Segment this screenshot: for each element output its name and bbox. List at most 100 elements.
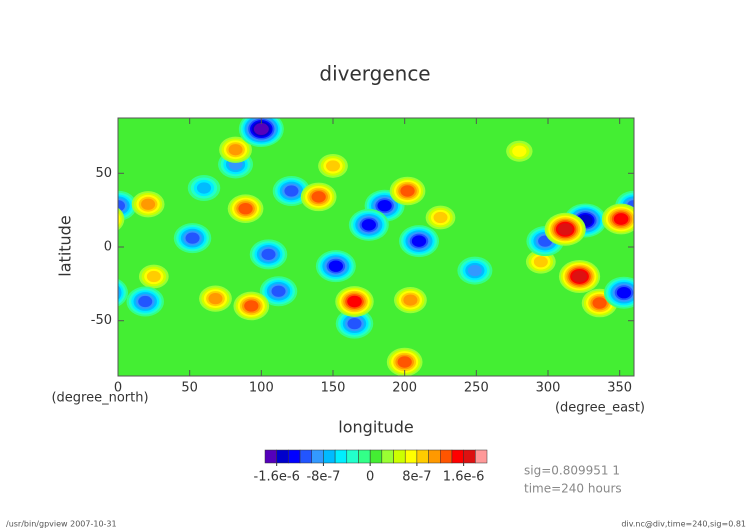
contour-region	[645, 288, 678, 314]
y-units: (degree_north)	[51, 391, 148, 406]
contour-region	[702, 233, 716, 244]
contour-region	[694, 227, 722, 250]
contour-region	[118, 209, 123, 229]
footer-left: /usr/bin/gpview 2007-10-31	[6, 520, 117, 529]
contour-region	[742, 157, 752, 172]
x-tick-label: 300	[536, 381, 561, 396]
colorbar-tick-label: 8e-7	[402, 470, 431, 485]
contour-region	[68, 290, 99, 315]
contour-region	[98, 213, 113, 225]
contour-region	[94, 210, 117, 228]
contour-region	[141, 198, 156, 210]
contour-region	[650, 193, 678, 216]
contour-region	[377, 200, 392, 212]
y-tick-label: 0	[104, 240, 112, 255]
contour-region	[72, 294, 95, 312]
contour-region	[101, 287, 115, 298]
colorbar-tick-label: -8e-7	[306, 470, 340, 485]
contour-region	[713, 182, 727, 193]
colorbar-bin	[428, 449, 441, 464]
info-line: time=240 hours	[524, 482, 622, 496]
contour-region	[400, 185, 415, 197]
x-tick-label: 50	[181, 381, 198, 396]
contour-region	[15, 230, 43, 253]
contour-region	[722, 291, 741, 306]
contour-region	[715, 285, 748, 311]
contour-region	[76, 297, 90, 308]
info-line: sig=0.809951 1	[524, 464, 620, 478]
y-tick-label: 50	[95, 166, 112, 181]
contour-region	[663, 271, 677, 282]
plot-area	[0, 118, 752, 376]
contour-region	[99, 285, 118, 300]
contour-region	[748, 198, 752, 220]
contour-region	[238, 202, 253, 215]
colorbar-bin	[393, 449, 406, 464]
contour-region	[22, 235, 36, 246]
colorbar-bin	[475, 449, 488, 464]
colorbar-tick-label: -1.6e-6	[254, 470, 300, 485]
contour-region	[572, 270, 588, 283]
contour-region	[261, 248, 276, 260]
contour-region	[20, 234, 39, 249]
chart-title: divergence	[319, 62, 430, 86]
contour-region	[403, 294, 418, 306]
contour-region	[690, 223, 728, 253]
contour-region	[692, 225, 725, 251]
x-units: (degree_east)	[555, 401, 645, 416]
colorbar-bin	[404, 449, 418, 464]
colorbar-bin	[299, 449, 312, 464]
y-axis-label: latitude	[56, 215, 75, 276]
contour-region	[0, 145, 10, 156]
contour-region	[0, 141, 17, 162]
contour-region	[512, 145, 527, 157]
contour-region	[742, 142, 752, 157]
contour-region	[724, 293, 738, 304]
contour-region	[710, 180, 730, 196]
colorbar-bin	[288, 449, 301, 464]
colorbar-bin	[440, 449, 453, 464]
contour-region	[284, 185, 299, 197]
contour-region	[533, 256, 548, 268]
contour-region	[744, 194, 752, 223]
contour-region	[96, 212, 115, 227]
contour-region	[185, 232, 200, 244]
colorbar-tick-label: 1.6e-6	[443, 470, 485, 485]
contour-region	[655, 265, 685, 289]
contour-region	[648, 191, 681, 217]
contour-region	[734, 150, 752, 178]
contour-region	[10, 226, 48, 256]
y-tick-label: -50	[91, 313, 112, 328]
contour-region	[196, 182, 212, 194]
colorbar-bin	[416, 449, 429, 464]
contour-region	[652, 195, 675, 214]
contour-region	[118, 212, 121, 226]
contour-region	[654, 296, 668, 307]
contour-region	[697, 229, 720, 248]
contour-region	[13, 228, 46, 254]
contour-region	[118, 200, 126, 212]
contour-region	[745, 159, 752, 170]
contour-region	[657, 199, 671, 210]
colorbar-bin	[346, 449, 359, 464]
contour-region	[739, 155, 752, 175]
colorbar-bin	[334, 449, 348, 464]
contour-region	[74, 296, 93, 311]
x-tick-label: 150	[321, 381, 346, 396]
x-axis-label: longitude	[338, 418, 413, 437]
contour-region	[592, 297, 607, 309]
contour-region	[15, 254, 34, 269]
contour-region	[717, 287, 745, 310]
colorbar-bin	[358, 449, 371, 464]
contour-region	[17, 232, 40, 251]
x-tick-label: 350	[607, 381, 632, 396]
contour-region	[361, 219, 376, 231]
contour-region	[735, 137, 752, 163]
colorbar-bin	[369, 449, 383, 464]
contour-region	[650, 292, 673, 311]
colorbar-bin	[276, 449, 289, 464]
contour-region	[616, 286, 632, 299]
contour-region	[10, 250, 40, 274]
contour-region	[746, 196, 752, 221]
